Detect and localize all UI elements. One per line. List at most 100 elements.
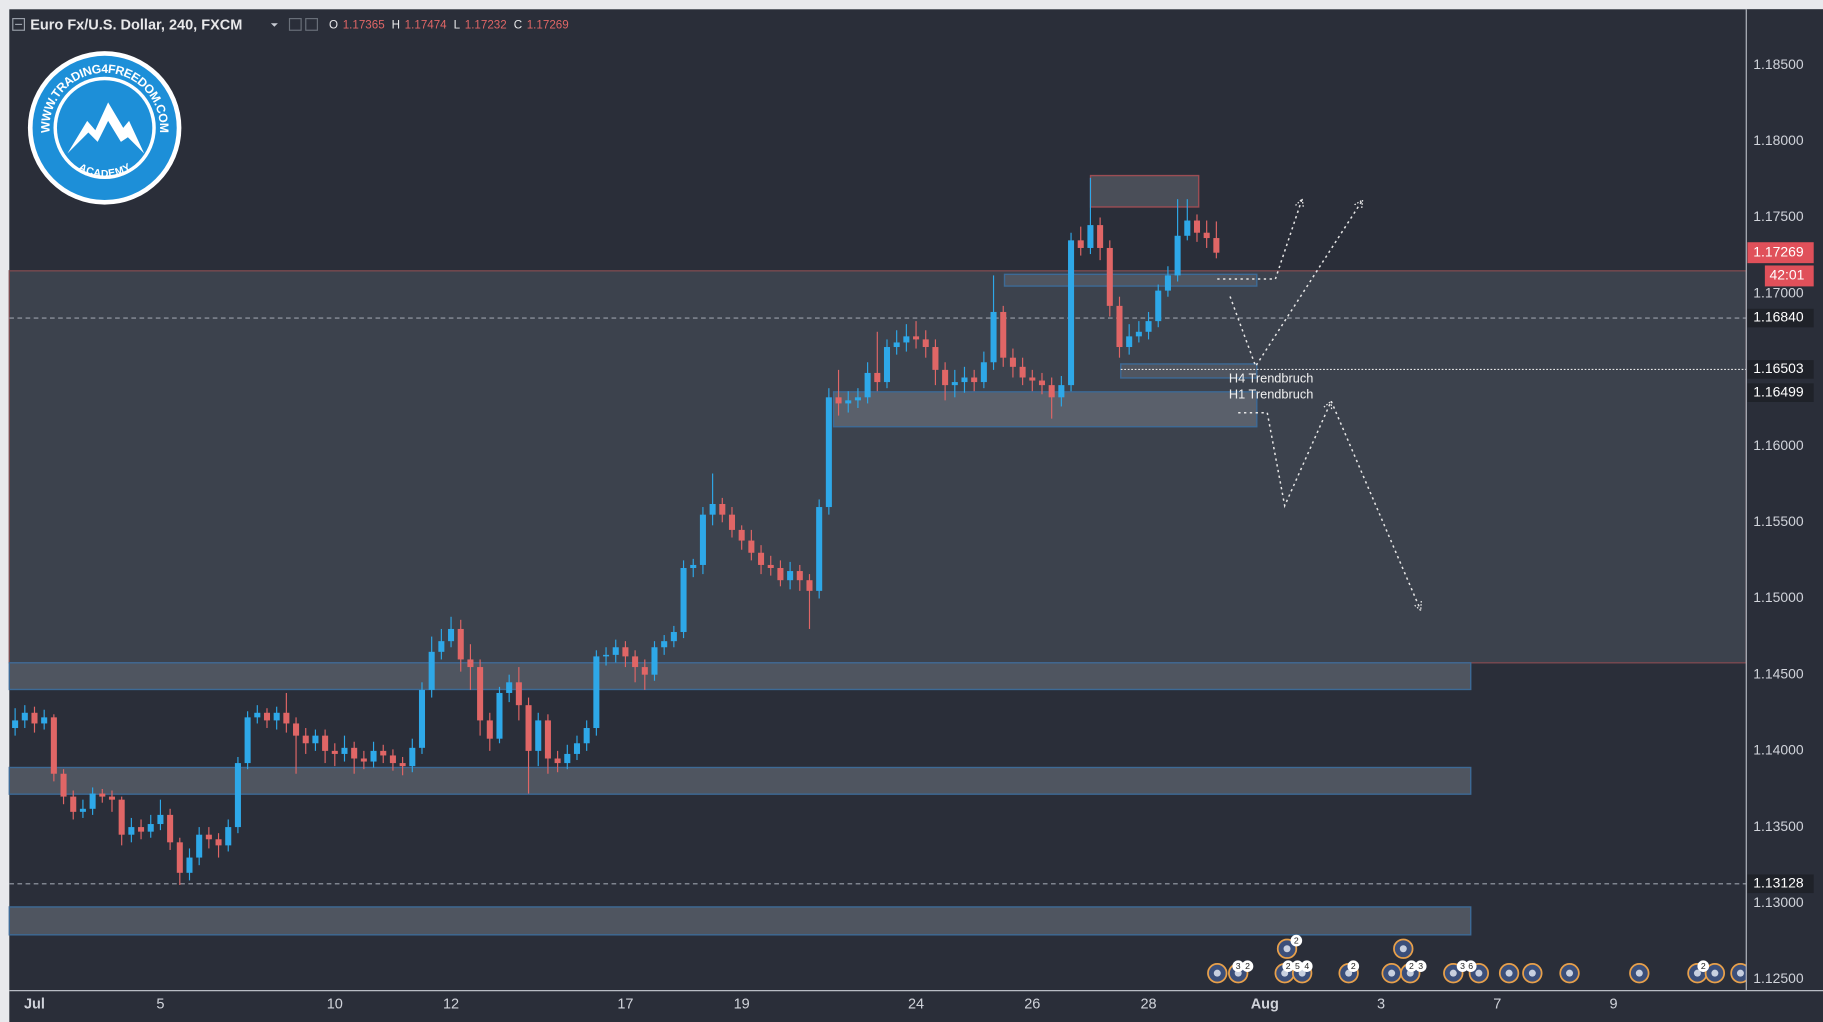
candle-body [302,735,309,744]
legend-label: L [454,19,461,32]
candle-body [60,773,67,797]
zone [8,906,1472,936]
candle-body [215,839,222,846]
event-badge-count: 2 [1286,961,1291,971]
settings-icon[interactable] [305,18,318,31]
scenario-arrows [1217,199,1420,611]
zone [832,391,1258,428]
candle-body [651,647,658,675]
candle-body [186,857,193,873]
candle-body [438,641,445,652]
candle-body [515,682,522,706]
event-icon-center [1711,969,1719,977]
event-badge [1697,960,1710,973]
logo-tagline: ACADEMY [77,162,133,180]
candle-body [893,342,900,348]
x-tick-label: 24 [908,996,924,1012]
candle-body [389,755,396,764]
candle-body [225,827,232,846]
candle-body [457,628,464,660]
event-icon-center [1693,969,1701,977]
price-label: 1.13128 [1753,874,1804,890]
event-badge [1456,960,1469,973]
event-icon-center [1283,945,1291,953]
event-badge-count: 2 [1701,961,1706,971]
candle-body [690,564,697,569]
candle-body [99,793,106,797]
legend-value: 1.17269 [527,19,569,32]
event-badge-count: 2 [1409,961,1414,971]
candle-body [370,750,377,762]
candle-body [467,659,474,668]
legend-value: 1.17365 [343,19,385,32]
candle-body [263,712,271,721]
candle-body [680,568,687,633]
candle-body [942,369,949,386]
candle-body [147,824,154,832]
candle-body [883,347,891,383]
event-badge-count: 4 [1304,961,1309,971]
candle-body [428,651,435,690]
candle-body [874,372,881,383]
zone [8,270,1747,664]
candle-body [622,647,629,657]
event-badge [1464,960,1477,973]
candle-body [1174,235,1181,276]
zone [8,662,1472,691]
logo-mountains [67,102,145,154]
logo-text: ACADEMY [77,162,133,180]
event-badge [1291,960,1304,973]
candle-body [1155,290,1162,322]
event-badge [1300,960,1313,973]
candle-body [244,717,251,764]
collapse-icon[interactable] [12,18,25,31]
zone [1003,273,1258,287]
candle-body [1058,385,1065,398]
header: Euro Fx/U.S. Dollar, 240, FXCM O 1.17365 H… [12,17,569,33]
candle-body [351,747,358,759]
candle-body [50,717,57,774]
event-badge-count: 6 [1468,961,1473,971]
candle-body [864,372,871,398]
x-tick-label: 17 [617,996,633,1012]
candle-body [835,397,842,404]
zone [8,766,1472,795]
candle-body [719,503,726,515]
price-label-box [1747,383,1814,402]
x-tick-label: 26 [1024,996,1040,1012]
x-tick-label: 28 [1140,996,1156,1012]
settings-icon[interactable] [288,18,302,31]
event-icon-center [1505,969,1513,977]
annotation: H4 Trendbruch [1229,370,1313,385]
event-badge-count: 3 [1418,961,1423,971]
dropdown-icon[interactable] [270,23,278,27]
candle-body [728,514,736,530]
annotation: H1 Trendbruch [1229,387,1313,402]
candle-body [748,540,755,553]
candle-body [738,529,745,541]
arrow [1229,200,1363,368]
candle-body [554,758,561,764]
candle-body [293,723,300,736]
candle-body [961,377,968,383]
candle-body [1203,232,1210,239]
candle-body [1000,311,1007,358]
countdown: 42:01 [1770,267,1805,283]
legend-value: 1.17474 [405,19,448,32]
candle-body [1068,240,1075,386]
event-badge [1241,960,1254,973]
symbol-title[interactable]: Euro Fx/U.S. Dollar, 240, FXCM [30,17,242,33]
x-tick-label: 19 [734,996,750,1012]
price-label: 1.16840 [1753,309,1804,325]
event-badge-count: 3 [1460,961,1465,971]
candle-body [632,656,639,668]
candle-body [593,656,600,729]
candle-body [971,377,978,383]
candle-body [1213,238,1220,253]
candle-body [854,397,861,401]
price-axis [1746,9,1823,1022]
countdown-box [1764,265,1814,287]
candle-body [496,692,503,739]
candle-body [477,667,484,721]
candle-body [360,758,367,762]
